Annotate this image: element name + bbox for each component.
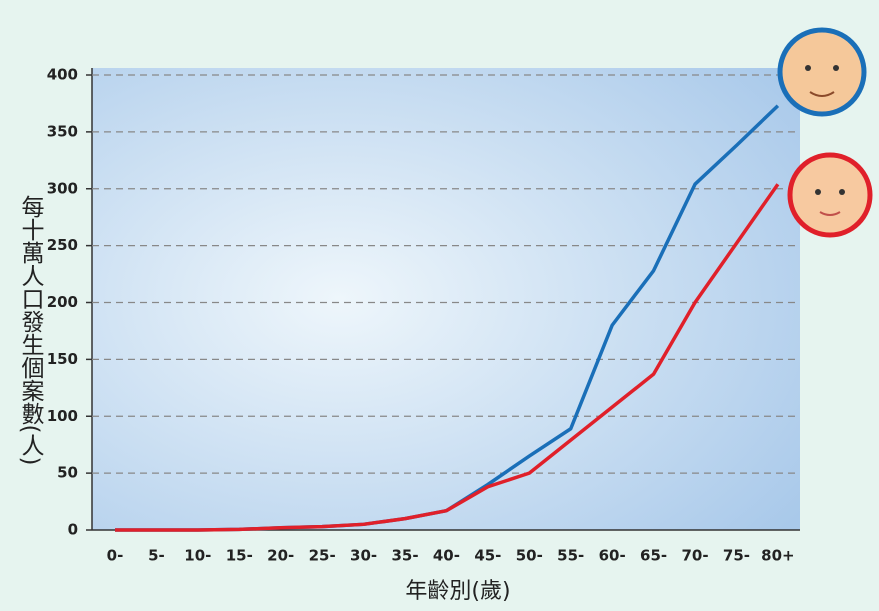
y-tick-label: 300 [47,179,78,197]
x-tick-label: 40- [433,547,460,565]
y-tick-label: 350 [47,122,78,140]
x-tick-label: 65- [640,547,667,565]
x-tick-label: 0- [107,547,124,565]
y-tick-label: 0 [68,521,78,539]
x-tick-label: 15- [226,547,253,565]
series-line [115,183,780,532]
y-axis-title: 每十萬人口發生個案數(人) [17,195,45,466]
x-tick-label: 75- [723,547,750,565]
x-tick-label: 45- [474,547,501,565]
x-tick-label: 20- [267,547,294,565]
y-tick-label: 150 [47,350,78,368]
y-tick-label: 400 [47,66,78,84]
x-tick-label: 80+ [761,547,794,565]
male-face [777,27,867,117]
y-tick-label: 200 [47,293,78,311]
x-tick-label: 10- [184,547,211,565]
plot-area [92,68,800,530]
x-tick-label: 30- [350,547,377,565]
x-tick-label: 50- [516,547,543,565]
x-tick-label: 5- [148,547,165,565]
y-tick-label: 100 [47,407,78,425]
x-tick-label: 25- [309,547,336,565]
x-tick-label: 70- [681,547,708,565]
y-tick-label: 250 [47,236,78,254]
x-axis-title: 年齡別(歲) [405,579,510,604]
female-face [787,152,873,238]
x-tick-label: 55- [557,547,584,565]
y-tick-label: 50 [57,464,78,482]
x-tick-label: 60- [599,547,626,565]
x-tick-label: 35- [391,547,418,565]
